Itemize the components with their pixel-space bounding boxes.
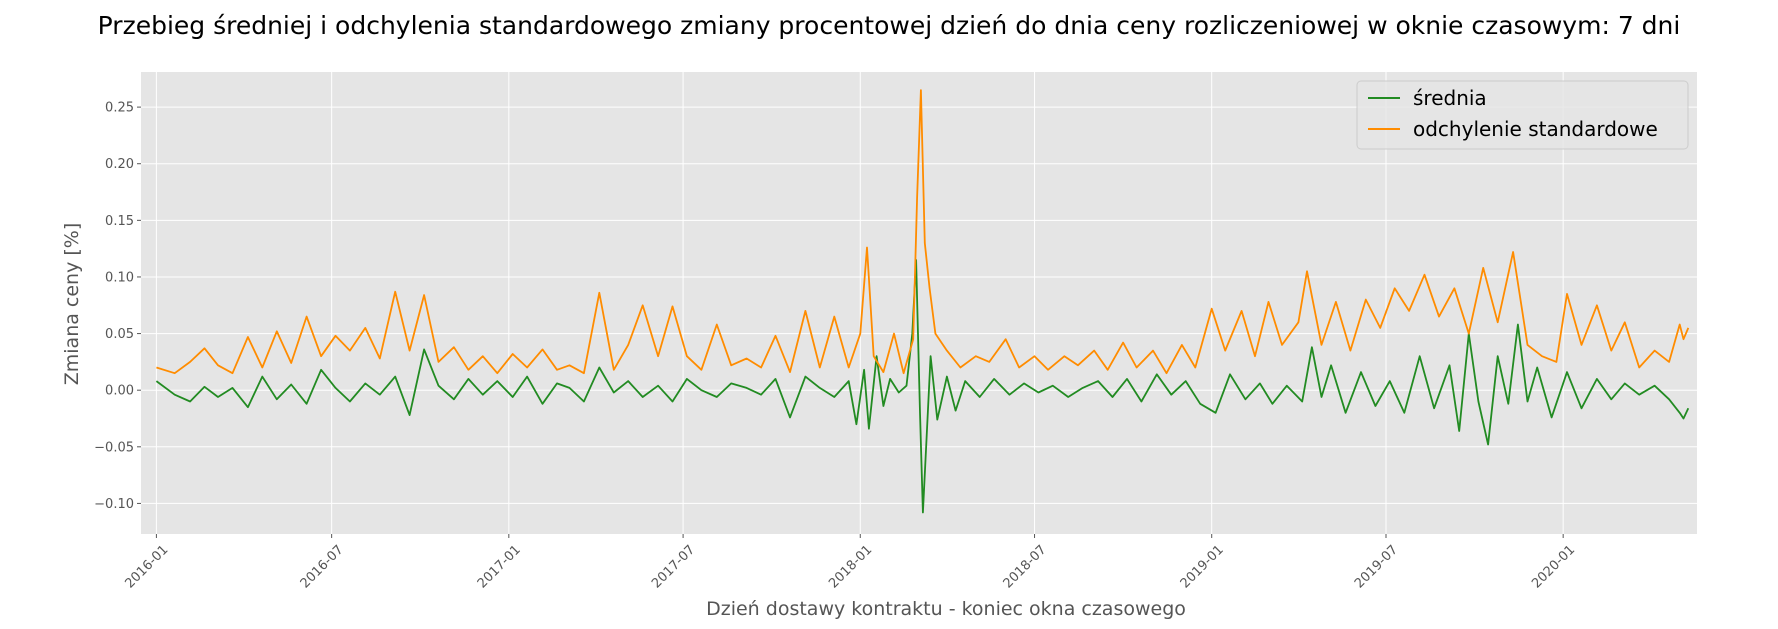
x-tick-label: 2016-01 (122, 542, 171, 591)
x-tick-label: 2017-07 (649, 542, 698, 591)
x-tick-label: 2018-07 (1001, 542, 1050, 591)
y-tick-label: 0.05 (105, 327, 134, 342)
legend: średnia odchylenie standardowe (1356, 80, 1689, 150)
chart-title: Przebieg średniej i odchylenia standardo… (98, 11, 1681, 40)
x-tick-label: 2016-07 (298, 542, 347, 591)
x-tick-label: 2019-07 (1352, 542, 1401, 591)
x-axis-ticks: 2016-01 2016-07 2017-01 2017-07 2018-01 2018-… (122, 534, 1578, 591)
y-tick-label: 0.00 (105, 384, 134, 399)
y-tick-label: 0.20 (105, 157, 134, 172)
x-tick-label: 2020-01 (1529, 542, 1578, 591)
y-tick-label: 0.25 (105, 101, 134, 116)
series-layer (155, 89, 1690, 514)
y-axis-label: Zmiana ceny [%] (61, 223, 83, 386)
series-line-1 (156, 89, 1690, 375)
x-tick-label: 2017-01 (475, 542, 524, 591)
y-tick-label: 0.15 (105, 214, 134, 229)
legend-label-1: odchylenie standardowe (1413, 117, 1658, 141)
series-line-0 (155, 259, 1690, 514)
y-tick-label: −0.10 (94, 497, 134, 512)
y-axis-ticks: −0.10 −0.05 0.00 0.05 0.10 0.15 0.20 0.25 (94, 101, 141, 512)
y-tick-label: −0.05 (94, 440, 134, 455)
x-tick-label: 2018-01 (826, 542, 875, 591)
legend-label-0: średnia (1413, 86, 1487, 110)
x-axis-label: Dzień dostawy kontraktu - koniec okna cz… (706, 598, 1186, 620)
y-tick-label: 0.10 (105, 270, 134, 285)
legend-box (1356, 80, 1689, 150)
x-tick-label: 2019-01 (1178, 542, 1227, 591)
